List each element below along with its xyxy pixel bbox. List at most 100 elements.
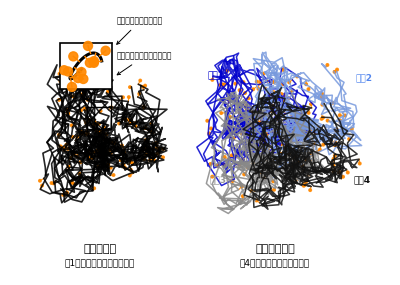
Circle shape <box>103 126 106 129</box>
Circle shape <box>282 112 285 115</box>
Circle shape <box>272 127 275 130</box>
Circle shape <box>282 83 284 85</box>
Circle shape <box>105 133 108 136</box>
Circle shape <box>86 99 89 101</box>
Circle shape <box>70 124 73 127</box>
Circle shape <box>67 166 70 168</box>
Circle shape <box>58 99 60 101</box>
Circle shape <box>321 103 324 106</box>
Circle shape <box>229 116 232 118</box>
Circle shape <box>301 130 304 132</box>
Circle shape <box>294 162 296 164</box>
Circle shape <box>162 156 164 158</box>
Circle shape <box>276 117 279 119</box>
Text: ひも4: ひも4 <box>353 176 370 184</box>
Circle shape <box>313 144 315 146</box>
Circle shape <box>310 130 312 132</box>
Circle shape <box>288 122 291 124</box>
Circle shape <box>304 181 307 183</box>
Circle shape <box>247 97 250 100</box>
Circle shape <box>68 80 71 82</box>
Circle shape <box>331 101 334 104</box>
Circle shape <box>122 164 125 166</box>
Circle shape <box>58 72 61 75</box>
Circle shape <box>219 84 222 86</box>
Circle shape <box>246 117 248 120</box>
Circle shape <box>296 75 298 78</box>
Circle shape <box>63 146 66 149</box>
Circle shape <box>143 158 146 160</box>
Circle shape <box>253 122 256 124</box>
Circle shape <box>226 129 229 131</box>
Circle shape <box>332 158 335 160</box>
Text: ヘモグロビン: ヘモグロビン <box>255 244 295 254</box>
Circle shape <box>253 150 256 153</box>
Circle shape <box>142 149 144 151</box>
Circle shape <box>333 144 336 146</box>
Circle shape <box>266 133 268 135</box>
Circle shape <box>132 122 135 125</box>
Circle shape <box>301 164 304 167</box>
Circle shape <box>297 139 300 141</box>
Circle shape <box>307 88 310 90</box>
Circle shape <box>253 133 256 136</box>
Circle shape <box>272 180 274 183</box>
Circle shape <box>129 86 131 88</box>
Circle shape <box>88 119 90 121</box>
Circle shape <box>39 180 41 182</box>
Circle shape <box>318 148 321 151</box>
Circle shape <box>254 154 256 157</box>
Circle shape <box>131 162 134 164</box>
Circle shape <box>98 123 100 125</box>
Circle shape <box>257 173 260 175</box>
Circle shape <box>261 172 264 175</box>
Circle shape <box>305 83 308 85</box>
Circle shape <box>263 166 266 169</box>
Circle shape <box>307 111 310 114</box>
Circle shape <box>227 124 230 126</box>
Circle shape <box>72 151 74 154</box>
Circle shape <box>246 108 248 111</box>
Circle shape <box>67 148 69 150</box>
Circle shape <box>124 118 126 120</box>
Circle shape <box>64 74 67 76</box>
Circle shape <box>276 127 278 129</box>
Circle shape <box>120 159 122 161</box>
Circle shape <box>255 166 258 168</box>
Circle shape <box>256 170 258 172</box>
Circle shape <box>293 157 296 160</box>
Circle shape <box>138 92 140 95</box>
Circle shape <box>92 157 94 160</box>
Circle shape <box>99 130 101 133</box>
Circle shape <box>109 152 112 155</box>
Text: ひも3: ひも3 <box>210 176 227 184</box>
Circle shape <box>287 130 290 133</box>
Circle shape <box>234 82 237 85</box>
Circle shape <box>239 112 241 114</box>
Circle shape <box>277 123 280 126</box>
Circle shape <box>262 139 265 142</box>
Circle shape <box>144 147 147 150</box>
Circle shape <box>250 190 253 192</box>
Circle shape <box>284 98 286 101</box>
Circle shape <box>144 139 147 141</box>
Circle shape <box>272 105 275 107</box>
Text: （1本の「ひも」から成る）: （1本の「ひも」から成る） <box>65 258 135 268</box>
Circle shape <box>282 135 285 137</box>
Circle shape <box>302 129 304 132</box>
Circle shape <box>254 163 257 165</box>
Circle shape <box>59 80 62 83</box>
Circle shape <box>76 135 79 138</box>
Circle shape <box>223 83 226 85</box>
Circle shape <box>134 125 137 127</box>
Circle shape <box>64 78 66 80</box>
Circle shape <box>238 89 241 91</box>
Circle shape <box>79 161 82 164</box>
Circle shape <box>240 121 243 124</box>
Circle shape <box>220 112 222 114</box>
Circle shape <box>111 141 113 144</box>
Circle shape <box>287 153 289 156</box>
Circle shape <box>72 136 74 138</box>
Circle shape <box>208 132 210 135</box>
Circle shape <box>77 68 86 77</box>
